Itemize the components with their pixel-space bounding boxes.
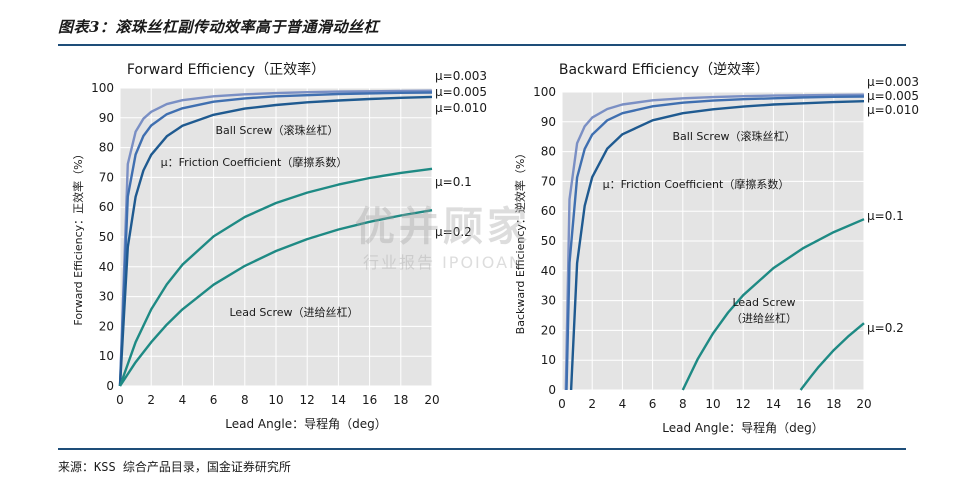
bottom-rule (58, 448, 906, 450)
series-label: μ=0.2 (867, 321, 904, 335)
x-tick-label: 12 (300, 393, 315, 407)
series-label: μ=0.010 (867, 103, 919, 117)
x-tick-label: 4 (619, 397, 627, 411)
y-tick-label: 100 (533, 85, 556, 99)
chart-title: Forward Efficiency（正效率） (127, 61, 325, 78)
series-label: μ=0.010 (435, 101, 487, 115)
y-tick-label: 20 (541, 323, 556, 337)
series-line (118, 91, 433, 387)
x-tick-label: 20 (424, 393, 439, 407)
x-axis-label: Lead Angle：导程角（deg） (662, 420, 823, 435)
annotation: μ：Friction Coefficient（摩擦系数） (161, 155, 348, 169)
y-tick-label: 90 (541, 115, 556, 129)
series-label: μ=0.2 (435, 225, 472, 239)
x-tick-label: 12 (736, 397, 751, 411)
x-tick-label: 14 (331, 393, 346, 407)
x-tick-label: 2 (588, 397, 596, 411)
series-label: μ=0.1 (435, 175, 472, 189)
series-line (118, 89, 433, 387)
series-line (118, 95, 433, 387)
series-line (799, 322, 865, 391)
y-tick-label: 70 (99, 170, 114, 184)
annotation: μ：Friction Coefficient（摩擦系数） (603, 177, 790, 191)
backward-efficiency-chart: 0 2 4 6 8 10 12 14 16 18 200102030405060708090100B… (513, 61, 919, 435)
x-tick-label: 14 (766, 397, 781, 411)
y-tick-label: 0 (548, 383, 556, 397)
x-tick-label: 4 (179, 393, 187, 407)
annotation: Lead Screw（进给丝杠） (230, 306, 359, 319)
series-label: μ=0.1 (867, 209, 904, 223)
y-tick-label: 10 (99, 349, 114, 363)
series-label: μ=0.005 (867, 89, 919, 103)
top-rule (58, 44, 906, 46)
x-axis-label: Lead Angle：导程角（deg） (225, 416, 386, 431)
x-tick-label: 8 (241, 393, 249, 407)
y-axis-label: Forward Efficiency：正效率（%） (71, 148, 85, 325)
series-line (564, 93, 865, 391)
series-label: μ=0.003 (867, 75, 919, 89)
series-label: μ=0.005 (435, 85, 487, 99)
series-line (118, 167, 433, 387)
series-line (569, 100, 865, 391)
x-tick-label: 0 (558, 397, 566, 411)
y-tick-label: 10 (541, 353, 556, 367)
x-tick-label: 16 (362, 393, 377, 407)
y-tick-label: 60 (541, 204, 556, 218)
y-tick-label: 0 (106, 379, 114, 393)
x-tick-label: 10 (705, 397, 720, 411)
series-label: μ=0.003 (435, 69, 487, 83)
y-tick-label: 20 (99, 319, 114, 333)
annotation: Ball Screw（滚珠丝杠） (216, 123, 339, 137)
annotation: （进给丝杠） (731, 312, 797, 325)
x-tick-label: 0 (116, 393, 124, 407)
figure-title: 图表3：滚珠丝杠副传动效率高于普通滑动丝杠 (58, 18, 379, 36)
x-tick-label: 6 (649, 397, 657, 411)
y-tick-label: 30 (541, 294, 556, 308)
x-tick-label: 20 (856, 397, 871, 411)
x-tick-label: 6 (210, 393, 218, 407)
annotation: Lead Screw (733, 296, 796, 309)
y-tick-label: 50 (99, 230, 114, 244)
x-tick-label: 18 (393, 393, 408, 407)
chart-title: Backward Efficiency（逆效率） (559, 61, 769, 78)
forward-efficiency-chart: 0 2 4 6 8 10 12 14 16 18 20 0 10 20 30 40 50 60 70 80 90 100 F… (71, 61, 487, 431)
y-tick-label: 70 (541, 174, 556, 188)
y-tick-label: 40 (99, 260, 114, 274)
y-tick-label: 40 (541, 264, 556, 278)
annotation: Ball Screw（滚珠丝杠） (673, 129, 796, 143)
series-line (118, 209, 433, 387)
y-tick-label: 80 (99, 141, 114, 155)
series-line (565, 95, 865, 391)
y-tick-label: 60 (99, 200, 114, 214)
x-tick-label: 2 (147, 393, 155, 407)
y-tick-label: 30 (99, 290, 114, 304)
y-tick-label: 50 (541, 234, 556, 248)
series-line (681, 218, 865, 391)
x-tick-label: 18 (826, 397, 841, 411)
y-tick-label: 100 (91, 81, 114, 95)
y-tick-label: 80 (541, 145, 556, 159)
source-note: 来源：KSS 综合产品目录，国金证券研究所 (58, 460, 291, 474)
x-tick-label: 10 (268, 393, 283, 407)
y-tick-label: 90 (99, 111, 114, 125)
y-axis-label: Backward Efficiency：逆效率（%） (513, 148, 527, 335)
x-tick-label: 16 (796, 397, 811, 411)
x-tick-label: 8 (679, 397, 687, 411)
